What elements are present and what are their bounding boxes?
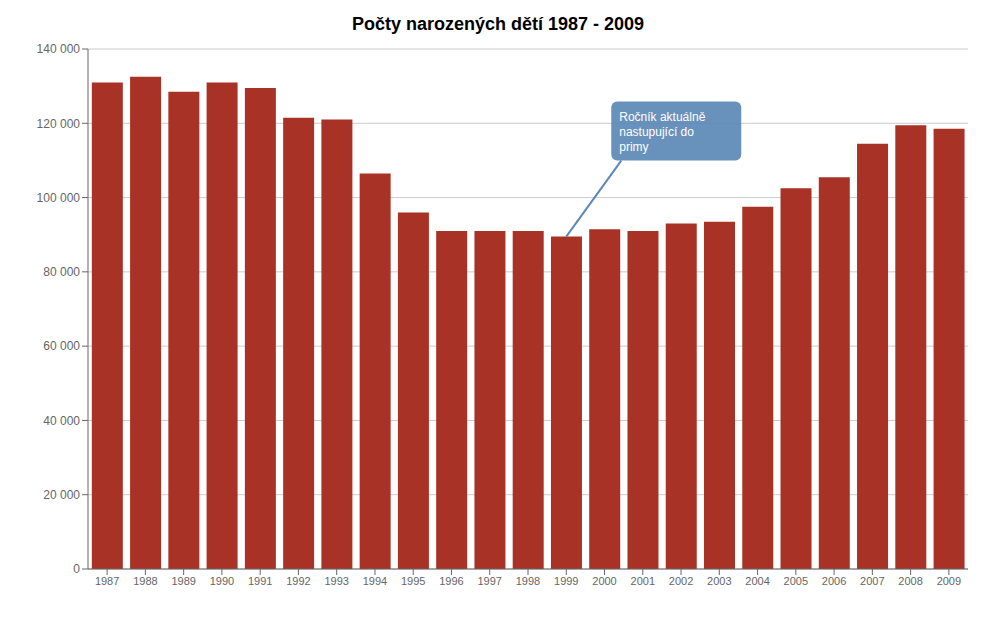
svg-text:2003: 2003: [707, 575, 731, 587]
svg-text:1996: 1996: [439, 575, 463, 587]
svg-text:120 000: 120 000: [37, 117, 81, 131]
svg-text:1999: 1999: [554, 575, 578, 587]
svg-text:1987: 1987: [95, 575, 119, 587]
svg-text:2005: 2005: [784, 575, 808, 587]
svg-text:2007: 2007: [860, 575, 884, 587]
svg-text:60 000: 60 000: [43, 339, 80, 353]
svg-text:Ročník aktuálněnastupující dop: Ročník aktuálněnastupující doprimy: [619, 110, 705, 154]
svg-text:0: 0: [73, 562, 80, 576]
html-text:Počty narozených dětí 1987 - 2: Počty narozených dětí 1987 - 2009: [351, 14, 645, 34]
svg-text:1997: 1997: [477, 575, 501, 587]
svg-text:2001: 2001: [631, 575, 655, 587]
svg-text:2002: 2002: [669, 575, 693, 587]
svg-text:2008: 2008: [898, 575, 922, 587]
svg-text:1993: 1993: [324, 575, 348, 587]
svg-text:80 000: 80 000: [43, 265, 80, 279]
svg-text:2004: 2004: [745, 575, 769, 587]
svg-text:1990: 1990: [210, 575, 234, 587]
svg-text:2000: 2000: [592, 575, 616, 587]
svg-text:40 000: 40 000: [43, 414, 80, 428]
svg-text:2006: 2006: [822, 575, 846, 587]
svg-text:1989: 1989: [171, 575, 195, 587]
svg-text:100 000: 100 000: [37, 191, 81, 205]
svg-text:20 000: 20 000: [43, 488, 80, 502]
svg-text:140 000: 140 000: [37, 42, 81, 56]
svg-text:2009: 2009: [937, 575, 961, 587]
svg-text:1998: 1998: [516, 575, 540, 587]
svg-text:1995: 1995: [401, 575, 425, 587]
svg-text:1991: 1991: [248, 575, 272, 587]
svg-text:1992: 1992: [286, 575, 310, 587]
svg-text:1988: 1988: [133, 575, 157, 587]
svg-text:1994: 1994: [363, 575, 387, 587]
